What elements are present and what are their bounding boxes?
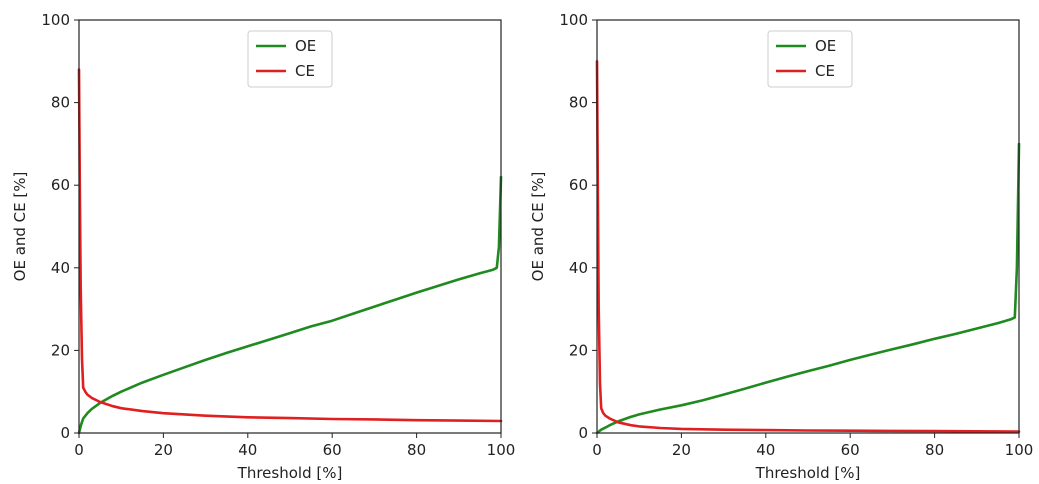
y-tick-label: 0 [60, 424, 70, 442]
legend-box [767, 30, 853, 88]
x-tick-label: 100 [487, 441, 516, 459]
y-axis-label: OE and CE [%] [11, 172, 29, 282]
x-tick-label: 40 [238, 441, 257, 459]
y-tick-label: 60 [569, 176, 588, 194]
series-line-ce [77, 68, 503, 423]
y-tick-label: 60 [51, 176, 70, 194]
legend: OE CE [247, 30, 333, 88]
x-tick-label: 80 [925, 441, 944, 459]
plot-frame [78, 19, 502, 434]
y-tick-label: 40 [51, 259, 70, 277]
series-line-oe [77, 175, 503, 435]
legend-label-ce: CE [295, 62, 315, 80]
series-line-ce [595, 59, 1021, 433]
legend-label-ce: CE [815, 62, 835, 80]
legend-box [247, 30, 333, 88]
plot-frame [596, 19, 1020, 434]
y-tick-label: 20 [569, 341, 588, 359]
y-tick-label: 20 [51, 341, 70, 359]
x-tick-label: 0 [74, 441, 84, 459]
y-tick-label: 40 [569, 259, 588, 277]
y-axis-label: OE and CE [%] [529, 172, 547, 282]
x-tick-label: 80 [407, 441, 426, 459]
y-tick-label: 80 [51, 94, 70, 112]
x-tick-label: 40 [756, 441, 775, 459]
legend: OE CE [767, 30, 853, 88]
y-tick-label: 80 [569, 94, 588, 112]
x-tick-label: 60 [323, 441, 342, 459]
y-tick-label: 0 [578, 424, 588, 442]
x-tick-label: 20 [154, 441, 173, 459]
chart-panel-1: 0 20 40 60 80 100 0 20 40 60 80 100 Threshold [%] OE … [11, 11, 515, 482]
x-axis-label: Threshold [%] [755, 464, 861, 482]
chart-panel-2: 0 20 40 60 80 100 0 20 40 60 80 100 Threshold [%] OE … [529, 11, 1033, 482]
series-line-oe [595, 142, 1021, 435]
y-tick-label: 100 [41, 11, 70, 29]
legend-label-oe: OE [295, 37, 316, 55]
x-tick-label: 0 [592, 441, 602, 459]
y-tick-label: 100 [559, 11, 588, 29]
x-tick-label: 60 [841, 441, 860, 459]
x-tick-label: 100 [1005, 441, 1034, 459]
x-tick-label: 20 [672, 441, 691, 459]
legend-label-oe: OE [815, 37, 836, 55]
x-axis-label: Threshold [%] [237, 464, 343, 482]
